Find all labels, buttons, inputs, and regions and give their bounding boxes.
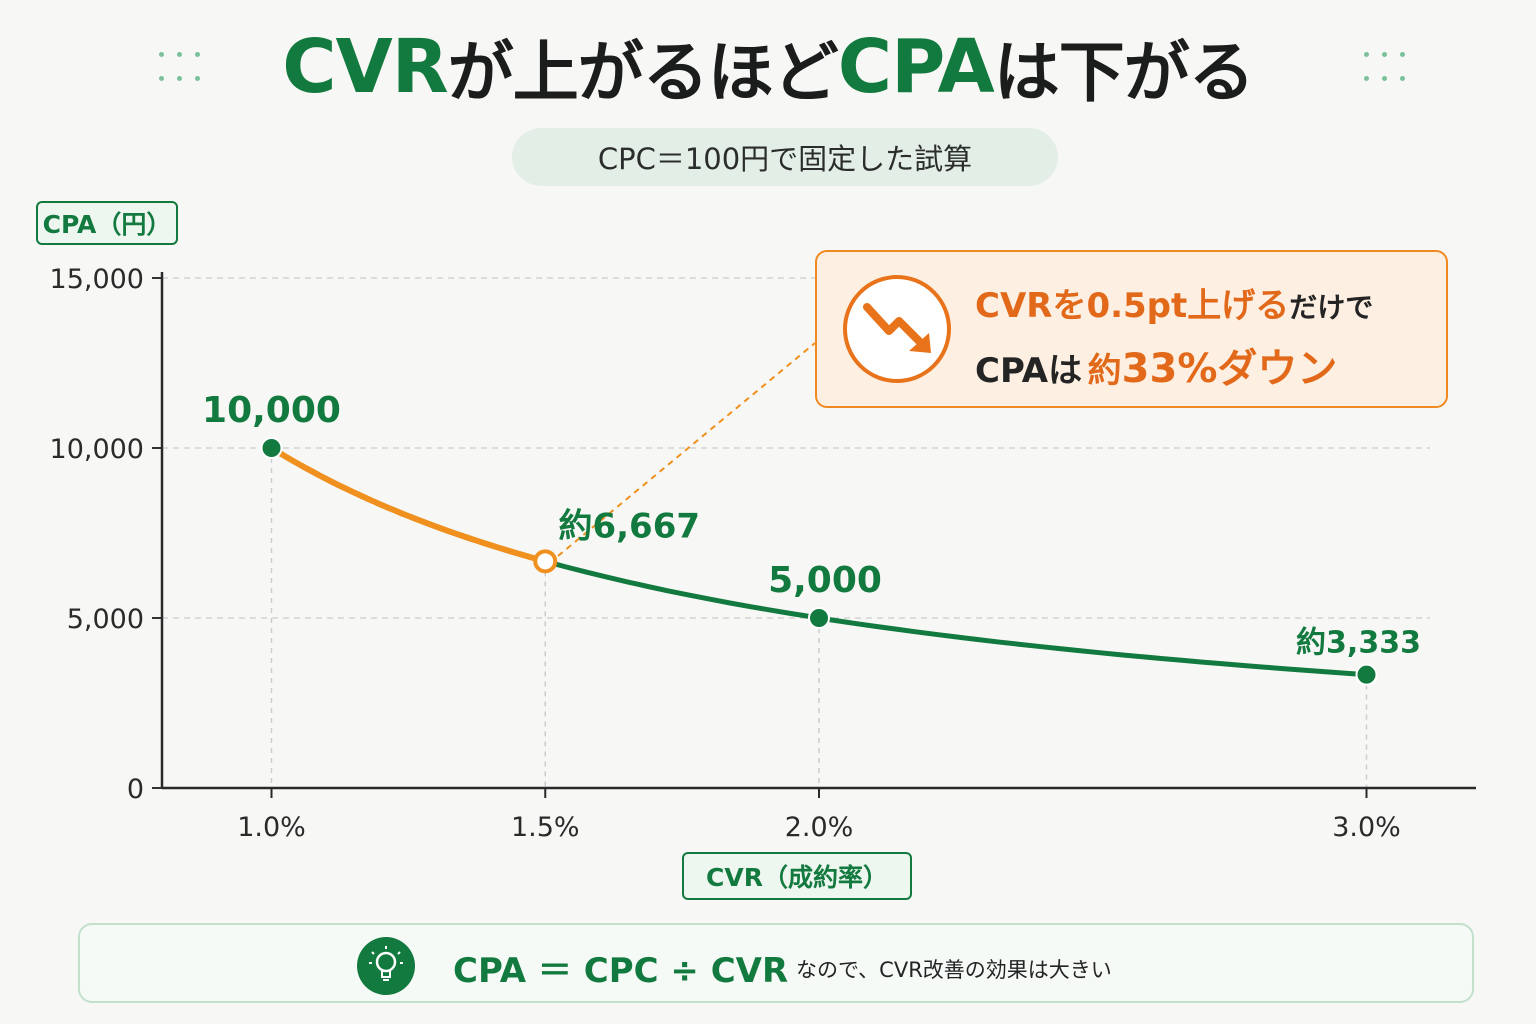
- data-point: [260, 437, 283, 459]
- title-cvr: CVR: [282, 24, 449, 110]
- x-axis-title: CVR（成約率）: [682, 852, 912, 900]
- x-tick-label: 2.0%: [785, 812, 854, 843]
- callout-just: だけで: [1289, 291, 1374, 324]
- trending-down-icon: [843, 275, 951, 383]
- callout-approx: 約: [1087, 351, 1122, 391]
- callout-percent-down: 33%ダウン: [1121, 346, 1338, 392]
- highlight-segment-line: [268, 445, 549, 565]
- callout-raise-cvr: CVRを0.5pt上げる: [975, 286, 1290, 326]
- y-tick-label: 15,000: [50, 264, 144, 295]
- callout-line-1: CVRを0.5pt上げるだけで: [975, 278, 1373, 327]
- y-tick-label: 5,000: [67, 604, 144, 635]
- formula-box: CPA ＝ CPC ÷ CVR なので、CVR改善の効果は大きい: [78, 923, 1474, 1003]
- x-tick-label: 3.0%: [1332, 812, 1401, 843]
- y-tick-label: 10,000: [50, 434, 144, 465]
- data-point-highlight: [533, 549, 558, 574]
- title-falls: は下がる: [993, 34, 1255, 111]
- series-line: [542, 558, 1369, 678]
- data-label: 10,000: [202, 390, 341, 431]
- formula-note: なので、CVR改善の効果は大きい: [796, 958, 1112, 982]
- data-label: 約6,667: [558, 506, 700, 546]
- data-point: [808, 607, 830, 629]
- x-tick-label: 1.5%: [511, 812, 580, 843]
- y-tick-label: 0: [127, 774, 144, 805]
- callout-cpa: CPAは: [975, 351, 1083, 391]
- decorative-dots-left-icon: [159, 52, 205, 88]
- x-tick-label: 1.0%: [237, 812, 306, 843]
- title-rises: が上がるほど: [447, 34, 839, 111]
- decorative-dots-right-icon: [1364, 52, 1410, 88]
- title-cpa: CPA: [837, 24, 995, 110]
- data-label: 約3,333: [1296, 626, 1421, 661]
- y-axis-title: CPA（円）: [36, 201, 178, 245]
- callout-connector-line: [557, 342, 816, 557]
- callout-box: CVRを0.5pt上げるだけで CPAは 約33%ダウン: [815, 250, 1448, 408]
- data-label: 5,000: [768, 560, 882, 601]
- formula-equation: CPA ＝ CPC ÷ CVR: [453, 951, 789, 991]
- data-point: [1355, 663, 1378, 686]
- chart-subtitle: CPC＝100円で固定した試算: [512, 128, 1058, 186]
- lightbulb-icon: [357, 937, 415, 995]
- callout-line-2: CPAは 約33%ダウン: [975, 336, 1337, 394]
- chart-title: CVR が上がるほど CPA は下がる: [0, 22, 1536, 112]
